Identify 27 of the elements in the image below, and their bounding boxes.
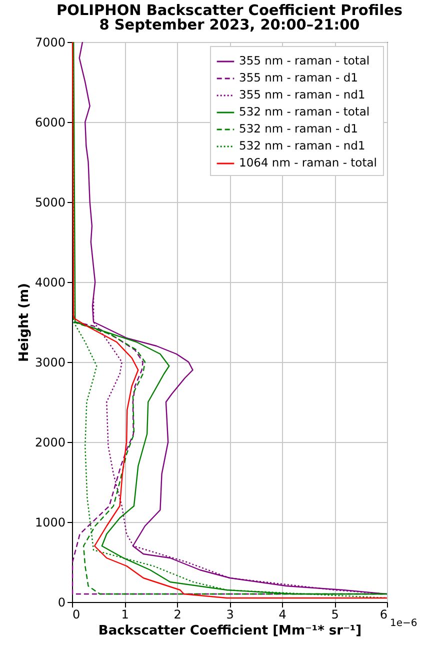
x-tick-label: 2 bbox=[174, 608, 182, 622]
legend-label: 355 nm - raman - nd1 bbox=[239, 88, 366, 102]
chart-title: POLIPHON Backscatter Coefficient Profiles bbox=[56, 3, 403, 19]
y-tick-label: 4000 bbox=[34, 276, 66, 290]
x-tick-label: 4 bbox=[278, 608, 286, 622]
legend-label: 532 nm - raman - total bbox=[239, 104, 370, 118]
x-tick-label: 0 bbox=[72, 608, 80, 622]
text: 1e−6 bbox=[390, 618, 418, 629]
legend-label: 355 nm - raman - d1 bbox=[239, 70, 358, 84]
y-tick-label: 7000 bbox=[34, 36, 66, 50]
legend-label: 1064 nm - raman - total bbox=[239, 156, 377, 170]
y-tick-label: 2000 bbox=[34, 436, 66, 450]
x-tick-label: 1 bbox=[121, 608, 129, 622]
legend-label: 355 nm - raman - total bbox=[239, 54, 370, 68]
legend-label: 532 nm - raman - nd1 bbox=[239, 138, 366, 152]
x-tick-label: 5 bbox=[331, 608, 339, 622]
x-tick-label: 6 bbox=[380, 608, 388, 622]
y-tick-label: 6000 bbox=[34, 116, 66, 130]
y-tick-label: 3000 bbox=[34, 356, 66, 370]
y-tick-label: 1000 bbox=[34, 516, 66, 530]
x-tick-label: 3 bbox=[226, 608, 234, 622]
y-tick-label: 5000 bbox=[34, 196, 66, 210]
legend-label: 532 nm - raman - d1 bbox=[239, 122, 358, 136]
x-axis-title: Backscatter Coefficient [Mm⁻¹* sr⁻¹] bbox=[98, 624, 362, 638]
y-axis-title: Height (m) bbox=[16, 283, 32, 362]
chart-subtitle: 8 September 2023, 20:00–21:00 bbox=[99, 18, 360, 34]
y-tick-label: 0 bbox=[58, 596, 66, 610]
